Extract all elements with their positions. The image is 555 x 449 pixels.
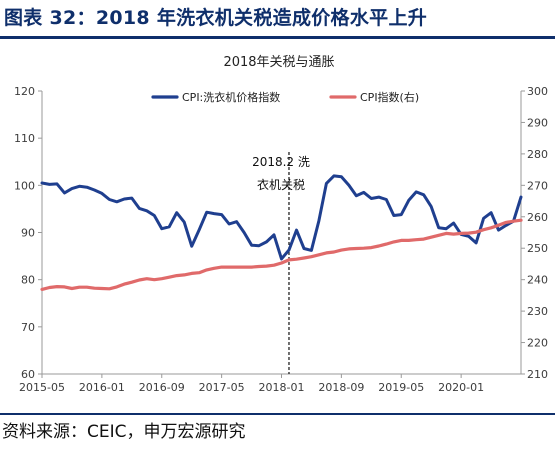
y-left-tick-label: 70 xyxy=(21,321,35,334)
washer-price-index-line xyxy=(40,174,523,261)
tariff-annotation-text: 2018.2 洗 xyxy=(252,155,310,169)
y-left-tick-label: 100 xyxy=(14,179,35,192)
y-left-tick-label: 110 xyxy=(14,132,35,145)
y-right-tick-label: 280 xyxy=(527,148,548,161)
axes: 60 70 80 90 100 110 120 210 220 230 240 250 260 270 28… xyxy=(14,85,548,394)
x-tick-label: 2016-09 xyxy=(139,381,185,394)
legend: CPI:洗衣机价格指数 CPI指数(右) xyxy=(151,90,419,104)
y-right-tick-label: 210 xyxy=(527,368,548,381)
cpi-index-line xyxy=(40,218,523,291)
y-left-tick-label: 80 xyxy=(21,274,35,287)
x-tick-label: 2016-01 xyxy=(79,381,125,394)
chart-title: 2018年关税与通胀 xyxy=(223,55,334,70)
y-right-tick-label: 300 xyxy=(527,85,548,98)
y-right-tick-label: 250 xyxy=(527,242,548,255)
x-tick-label: 2018-01 xyxy=(259,381,305,394)
series xyxy=(40,174,523,291)
x-tick-label: 2019-05 xyxy=(378,381,424,394)
source-note: 资料来源：CEIC，申万宏源研究 xyxy=(2,422,246,442)
y-right-tick-label: 290 xyxy=(527,116,548,129)
tariff-annotation-text: 衣机关税 xyxy=(257,177,305,192)
annotation: 2018.2 洗衣机关税 xyxy=(252,152,310,374)
y-right-tick-label: 270 xyxy=(527,179,548,192)
header-rule xyxy=(0,36,555,39)
x-tick-label: 2015-05 xyxy=(19,381,65,394)
x-tick-label: 2017-05 xyxy=(199,381,245,394)
x-tick-label: 2020-01 xyxy=(438,381,484,394)
y-left-tick-label: 120 xyxy=(14,85,35,98)
legend-washer-cpi-label: CPI:洗衣机价格指数 xyxy=(182,90,280,104)
x-tick-label: 2018-09 xyxy=(318,381,364,394)
footer-rule xyxy=(0,413,555,415)
y-left-tick-label: 60 xyxy=(21,368,35,381)
figure-title: 图表 32：2018 年洗衣机关税造成价格水平上升 xyxy=(4,7,428,29)
y-right-tick-label: 220 xyxy=(527,337,548,350)
y-right-tick-label: 260 xyxy=(527,211,548,224)
y-right-tick-label: 240 xyxy=(527,274,548,287)
y-right-tick-label: 230 xyxy=(527,305,548,318)
y-left-tick-label: 90 xyxy=(21,227,35,240)
legend-cpi-right-label: CPI指数(右) xyxy=(360,90,419,104)
line-chart: 60 70 80 90 100 110 120 210 220 230 240 250 260 270 28… xyxy=(14,55,548,394)
